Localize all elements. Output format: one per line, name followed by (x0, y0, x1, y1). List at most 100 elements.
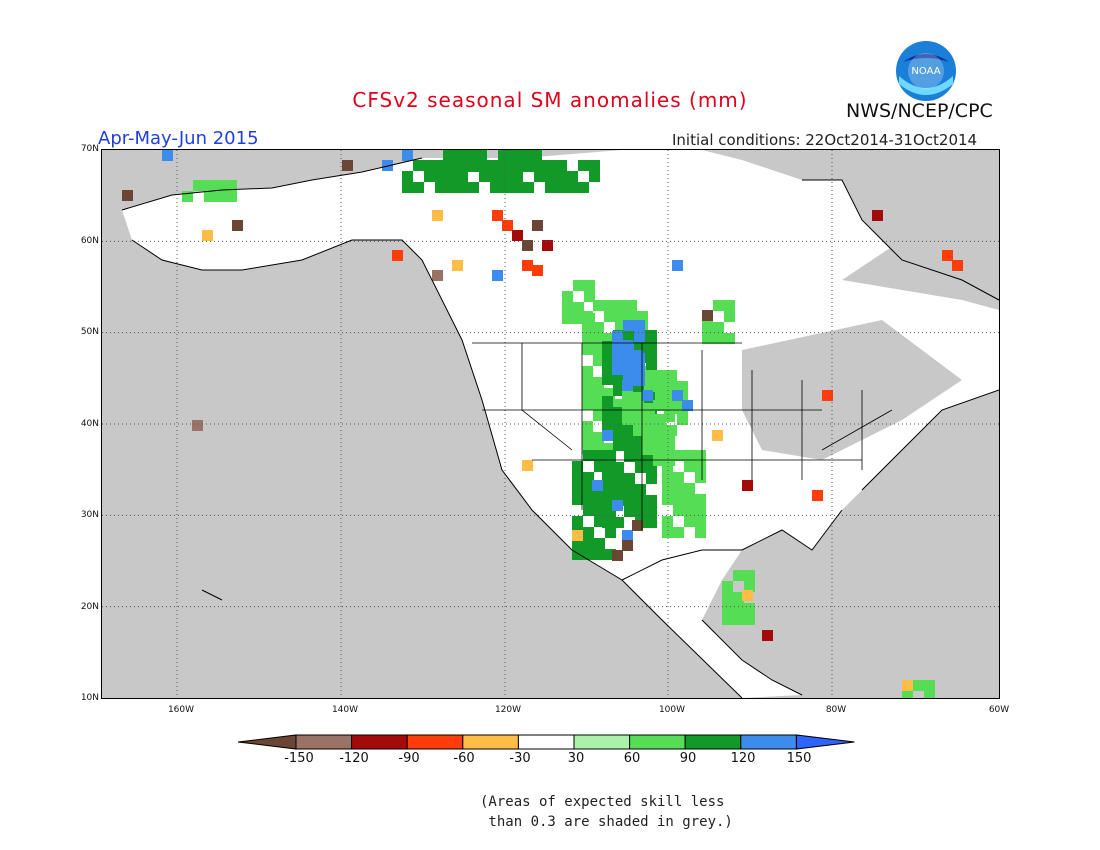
anomaly-cell (635, 462, 646, 473)
anomaly-cell (582, 322, 593, 333)
anomaly-cell (653, 455, 664, 466)
anomaly-cell (702, 333, 713, 344)
anomaly-cell (593, 399, 604, 410)
anomaly-cell (624, 429, 635, 440)
anomaly-cell (613, 374, 624, 385)
anomaly-cell (722, 592, 733, 603)
colorbar-segment (573, 734, 631, 750)
colorbar-label-m150: -150 (284, 751, 314, 766)
anomaly-cell (584, 313, 595, 324)
anomaly-cell (424, 171, 435, 182)
anomaly-cell (664, 444, 675, 455)
anomaly-cell (512, 182, 523, 193)
anomaly-cell (655, 381, 666, 392)
anomaly-cell (542, 240, 553, 251)
anomaly-cell (532, 220, 543, 231)
anomaly-cell (452, 260, 463, 271)
state-borders (472, 342, 893, 530)
anomaly-cell (624, 451, 635, 462)
anomaly-cell (646, 341, 657, 352)
anomaly-cell (713, 300, 724, 311)
anomaly-cell (382, 160, 393, 171)
anomaly-cell (594, 461, 605, 472)
colorbar-high-triangle (795, 734, 855, 750)
anomaly-cell (562, 291, 573, 302)
anomaly-cell (583, 450, 594, 461)
anomaly-cell (492, 210, 503, 221)
anomaly-cell (646, 451, 657, 462)
anomaly-cell (646, 396, 657, 407)
anomaly-cell (432, 210, 443, 221)
anomaly-cell (594, 549, 605, 560)
anomaly-cell (573, 302, 584, 313)
anomaly-cell (713, 322, 724, 333)
anomaly-cell (545, 182, 556, 193)
anomaly-cell (582, 377, 593, 388)
anomaly-cell (613, 484, 624, 495)
anomaly-cell (622, 340, 633, 351)
anomaly-cell (942, 250, 953, 261)
anomaly-cell (583, 472, 594, 483)
anomaly-cell (744, 603, 755, 614)
anomaly-cell (624, 506, 635, 517)
anomaly-cell (490, 182, 501, 193)
anomaly-cell (594, 505, 605, 516)
anomaly-cell (602, 352, 613, 363)
anomaly-cell (623, 364, 634, 375)
anomaly-cell (646, 352, 657, 363)
anomaly-cell (642, 444, 653, 455)
anomaly-cell (522, 260, 533, 271)
anomaly-cell (413, 160, 424, 171)
anomaly-cell (509, 161, 520, 172)
anomaly-cell (695, 527, 706, 538)
anomaly-cell (605, 516, 616, 527)
anomaly-cell (635, 385, 646, 396)
anomaly-cell (742, 480, 753, 491)
anomaly-cell (204, 191, 215, 202)
anomaly-cell (712, 430, 723, 441)
anomaly-cell (605, 505, 616, 516)
anomaly-cell (582, 399, 593, 410)
anomaly-cell (635, 484, 646, 495)
anomaly-cell (556, 171, 567, 182)
anomaly-cell (465, 161, 476, 172)
anomaly-cell (204, 180, 215, 191)
season-label: Apr-May-Jun 2015 (98, 128, 259, 149)
anomaly-cell (594, 494, 605, 505)
anomaly-cell (602, 363, 613, 374)
anomaly-cell (584, 291, 595, 302)
anomaly-cell (589, 160, 600, 171)
anomaly-cell (666, 370, 677, 381)
anomaly-cell (572, 494, 583, 505)
anomaly-cell (822, 390, 833, 401)
anomaly-cell (583, 483, 594, 494)
anomaly-cell (626, 311, 637, 322)
anomaly-cell (593, 377, 604, 388)
anomaly-cell (446, 160, 457, 171)
anomaly-cell (733, 570, 744, 581)
anomaly-cell (531, 150, 542, 161)
colorbar-label-m120: -120 (339, 751, 369, 766)
anomaly-cell (583, 505, 594, 516)
anomaly-cell (646, 330, 657, 341)
anomaly-cell (622, 414, 633, 425)
anomaly-cell (624, 330, 635, 341)
anomaly-cell (567, 182, 578, 193)
anomaly-cell (632, 350, 643, 361)
anomaly-cell (695, 472, 706, 483)
anomaly-cell (673, 483, 684, 494)
anomaly-cell (584, 280, 595, 291)
anomaly-cell (567, 171, 578, 182)
lon-label-120w: 120W (494, 705, 522, 715)
anomaly-cell (634, 320, 645, 331)
anomaly-cell (594, 450, 605, 461)
anomaly-cell (446, 182, 457, 193)
anomaly-cell (622, 403, 633, 414)
anomaly-cell (684, 461, 695, 472)
anomaly-cell (602, 430, 613, 441)
anomaly-cell (622, 380, 633, 391)
anomaly-cell (684, 516, 695, 527)
anomaly-cell (902, 691, 913, 698)
anomaly-cell (476, 150, 487, 161)
anomaly-cell (615, 399, 626, 410)
